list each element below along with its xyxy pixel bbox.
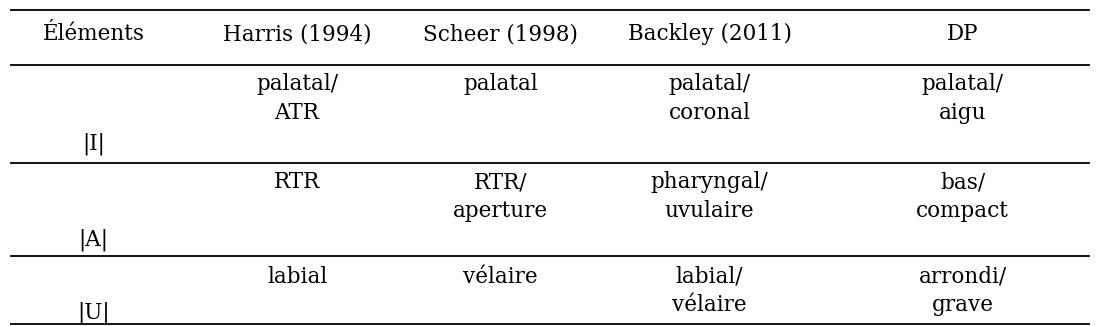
Text: vélaire: vélaire <box>463 266 538 288</box>
Text: arrondi/
grave: arrondi/ grave <box>918 266 1007 317</box>
Text: Scheer (1998): Scheer (1998) <box>424 23 578 45</box>
Text: Éléments: Éléments <box>43 23 144 45</box>
Text: |A|: |A| <box>78 228 109 251</box>
Text: DP: DP <box>947 23 978 45</box>
Text: palatal/
ATR: palatal/ ATR <box>256 73 338 124</box>
Text: Harris (1994): Harris (1994) <box>222 23 372 45</box>
Text: pharyngal/
uvulaire: pharyngal/ uvulaire <box>650 171 769 222</box>
Text: |U|: |U| <box>77 302 110 324</box>
Text: palatal/
coronal: palatal/ coronal <box>669 73 750 124</box>
Text: labial: labial <box>267 266 327 288</box>
Text: RTR: RTR <box>274 171 320 193</box>
Text: RTR/
aperture: RTR/ aperture <box>453 171 548 222</box>
Text: palatal: palatal <box>463 73 538 95</box>
Text: labial/
vélaire: labial/ vélaire <box>672 266 747 317</box>
Text: palatal/
aigu: palatal/ aigu <box>922 73 1003 124</box>
Text: |I|: |I| <box>82 132 104 155</box>
Text: Backley (2011): Backley (2011) <box>627 23 792 45</box>
Text: bas/
compact: bas/ compact <box>916 171 1009 222</box>
